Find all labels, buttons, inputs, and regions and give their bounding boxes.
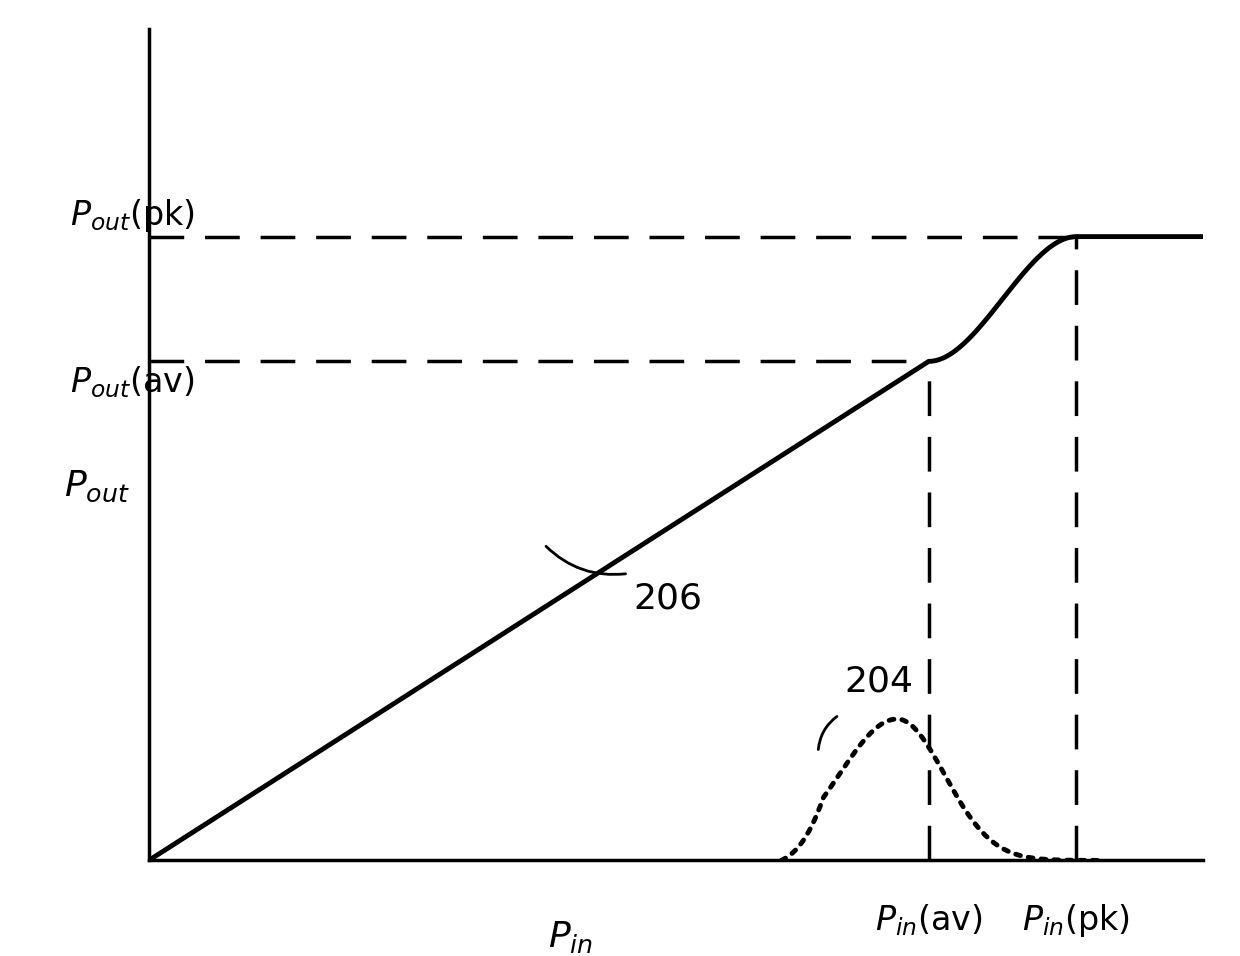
Text: $P_{out}$(av): $P_{out}$(av) bbox=[69, 364, 195, 400]
Text: $P_{out}$(pk): $P_{out}$(pk) bbox=[69, 197, 195, 234]
Text: 204: 204 bbox=[844, 664, 914, 698]
Text: $P_{in}$(av): $P_{in}$(av) bbox=[875, 902, 982, 938]
Text: 206: 206 bbox=[634, 582, 703, 616]
Text: $P_{in}$: $P_{in}$ bbox=[548, 919, 593, 955]
Text: $P_{in}$(pk): $P_{in}$(pk) bbox=[1022, 902, 1131, 939]
Text: $P_{out}$: $P_{out}$ bbox=[64, 468, 130, 504]
